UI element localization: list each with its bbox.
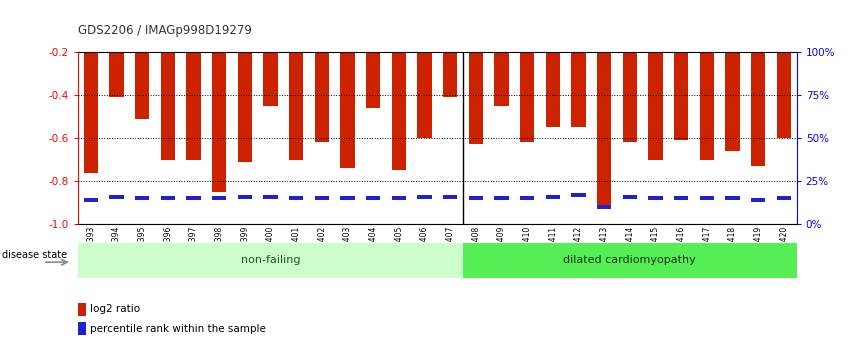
Bar (238, 195, 252, 199)
Bar (777, 52, 791, 138)
Bar (726, 196, 740, 200)
Bar (520, 52, 534, 142)
Bar (314, 196, 329, 200)
Bar (598, 52, 611, 209)
Text: percentile rank within the sample: percentile rank within the sample (90, 324, 266, 334)
Bar (463, 243, 797, 278)
Bar (366, 196, 380, 200)
Bar (84, 52, 98, 172)
Bar (623, 195, 637, 199)
Bar (726, 52, 740, 151)
Bar (78, 243, 463, 278)
Bar (546, 52, 560, 127)
Bar (417, 52, 431, 138)
Bar (366, 52, 380, 108)
Bar (161, 196, 175, 200)
Bar (391, 196, 406, 200)
Bar (109, 52, 124, 97)
Bar (572, 193, 585, 197)
Bar (263, 195, 277, 199)
Bar (186, 52, 201, 159)
Text: disease state: disease state (2, 250, 67, 260)
Bar (78, 322, 86, 335)
Bar (391, 52, 406, 170)
Bar (751, 198, 766, 202)
Bar (417, 195, 431, 199)
Bar (494, 196, 508, 200)
Bar (263, 52, 277, 106)
Bar (469, 196, 483, 200)
Bar (84, 198, 98, 202)
Bar (623, 52, 637, 142)
Bar (674, 196, 688, 200)
Bar (212, 196, 226, 200)
Bar (340, 196, 354, 200)
Bar (700, 52, 714, 159)
Bar (700, 196, 714, 200)
Bar (469, 52, 483, 145)
Bar (109, 195, 124, 199)
Text: non-failing: non-failing (241, 256, 301, 265)
Bar (443, 195, 457, 199)
Bar (674, 52, 688, 140)
Bar (777, 196, 791, 200)
Bar (212, 52, 226, 192)
Bar (340, 52, 354, 168)
Bar (135, 196, 149, 200)
Bar (186, 196, 201, 200)
Bar (314, 52, 329, 142)
Bar (161, 52, 175, 159)
Text: GDS2206 / IMAGp998D19279: GDS2206 / IMAGp998D19279 (78, 24, 252, 37)
Bar (135, 52, 149, 119)
Text: dilated cardiomyopathy: dilated cardiomyopathy (564, 256, 696, 265)
Bar (546, 195, 560, 199)
Bar (649, 52, 662, 159)
Bar (598, 205, 611, 209)
Text: log2 ratio: log2 ratio (90, 304, 140, 314)
Bar (289, 52, 303, 159)
Bar (649, 196, 662, 200)
Bar (520, 196, 534, 200)
Bar (751, 52, 766, 166)
Bar (78, 303, 86, 316)
Bar (443, 52, 457, 97)
Bar (238, 52, 252, 162)
Bar (572, 52, 585, 127)
Bar (289, 196, 303, 200)
Bar (494, 52, 508, 106)
